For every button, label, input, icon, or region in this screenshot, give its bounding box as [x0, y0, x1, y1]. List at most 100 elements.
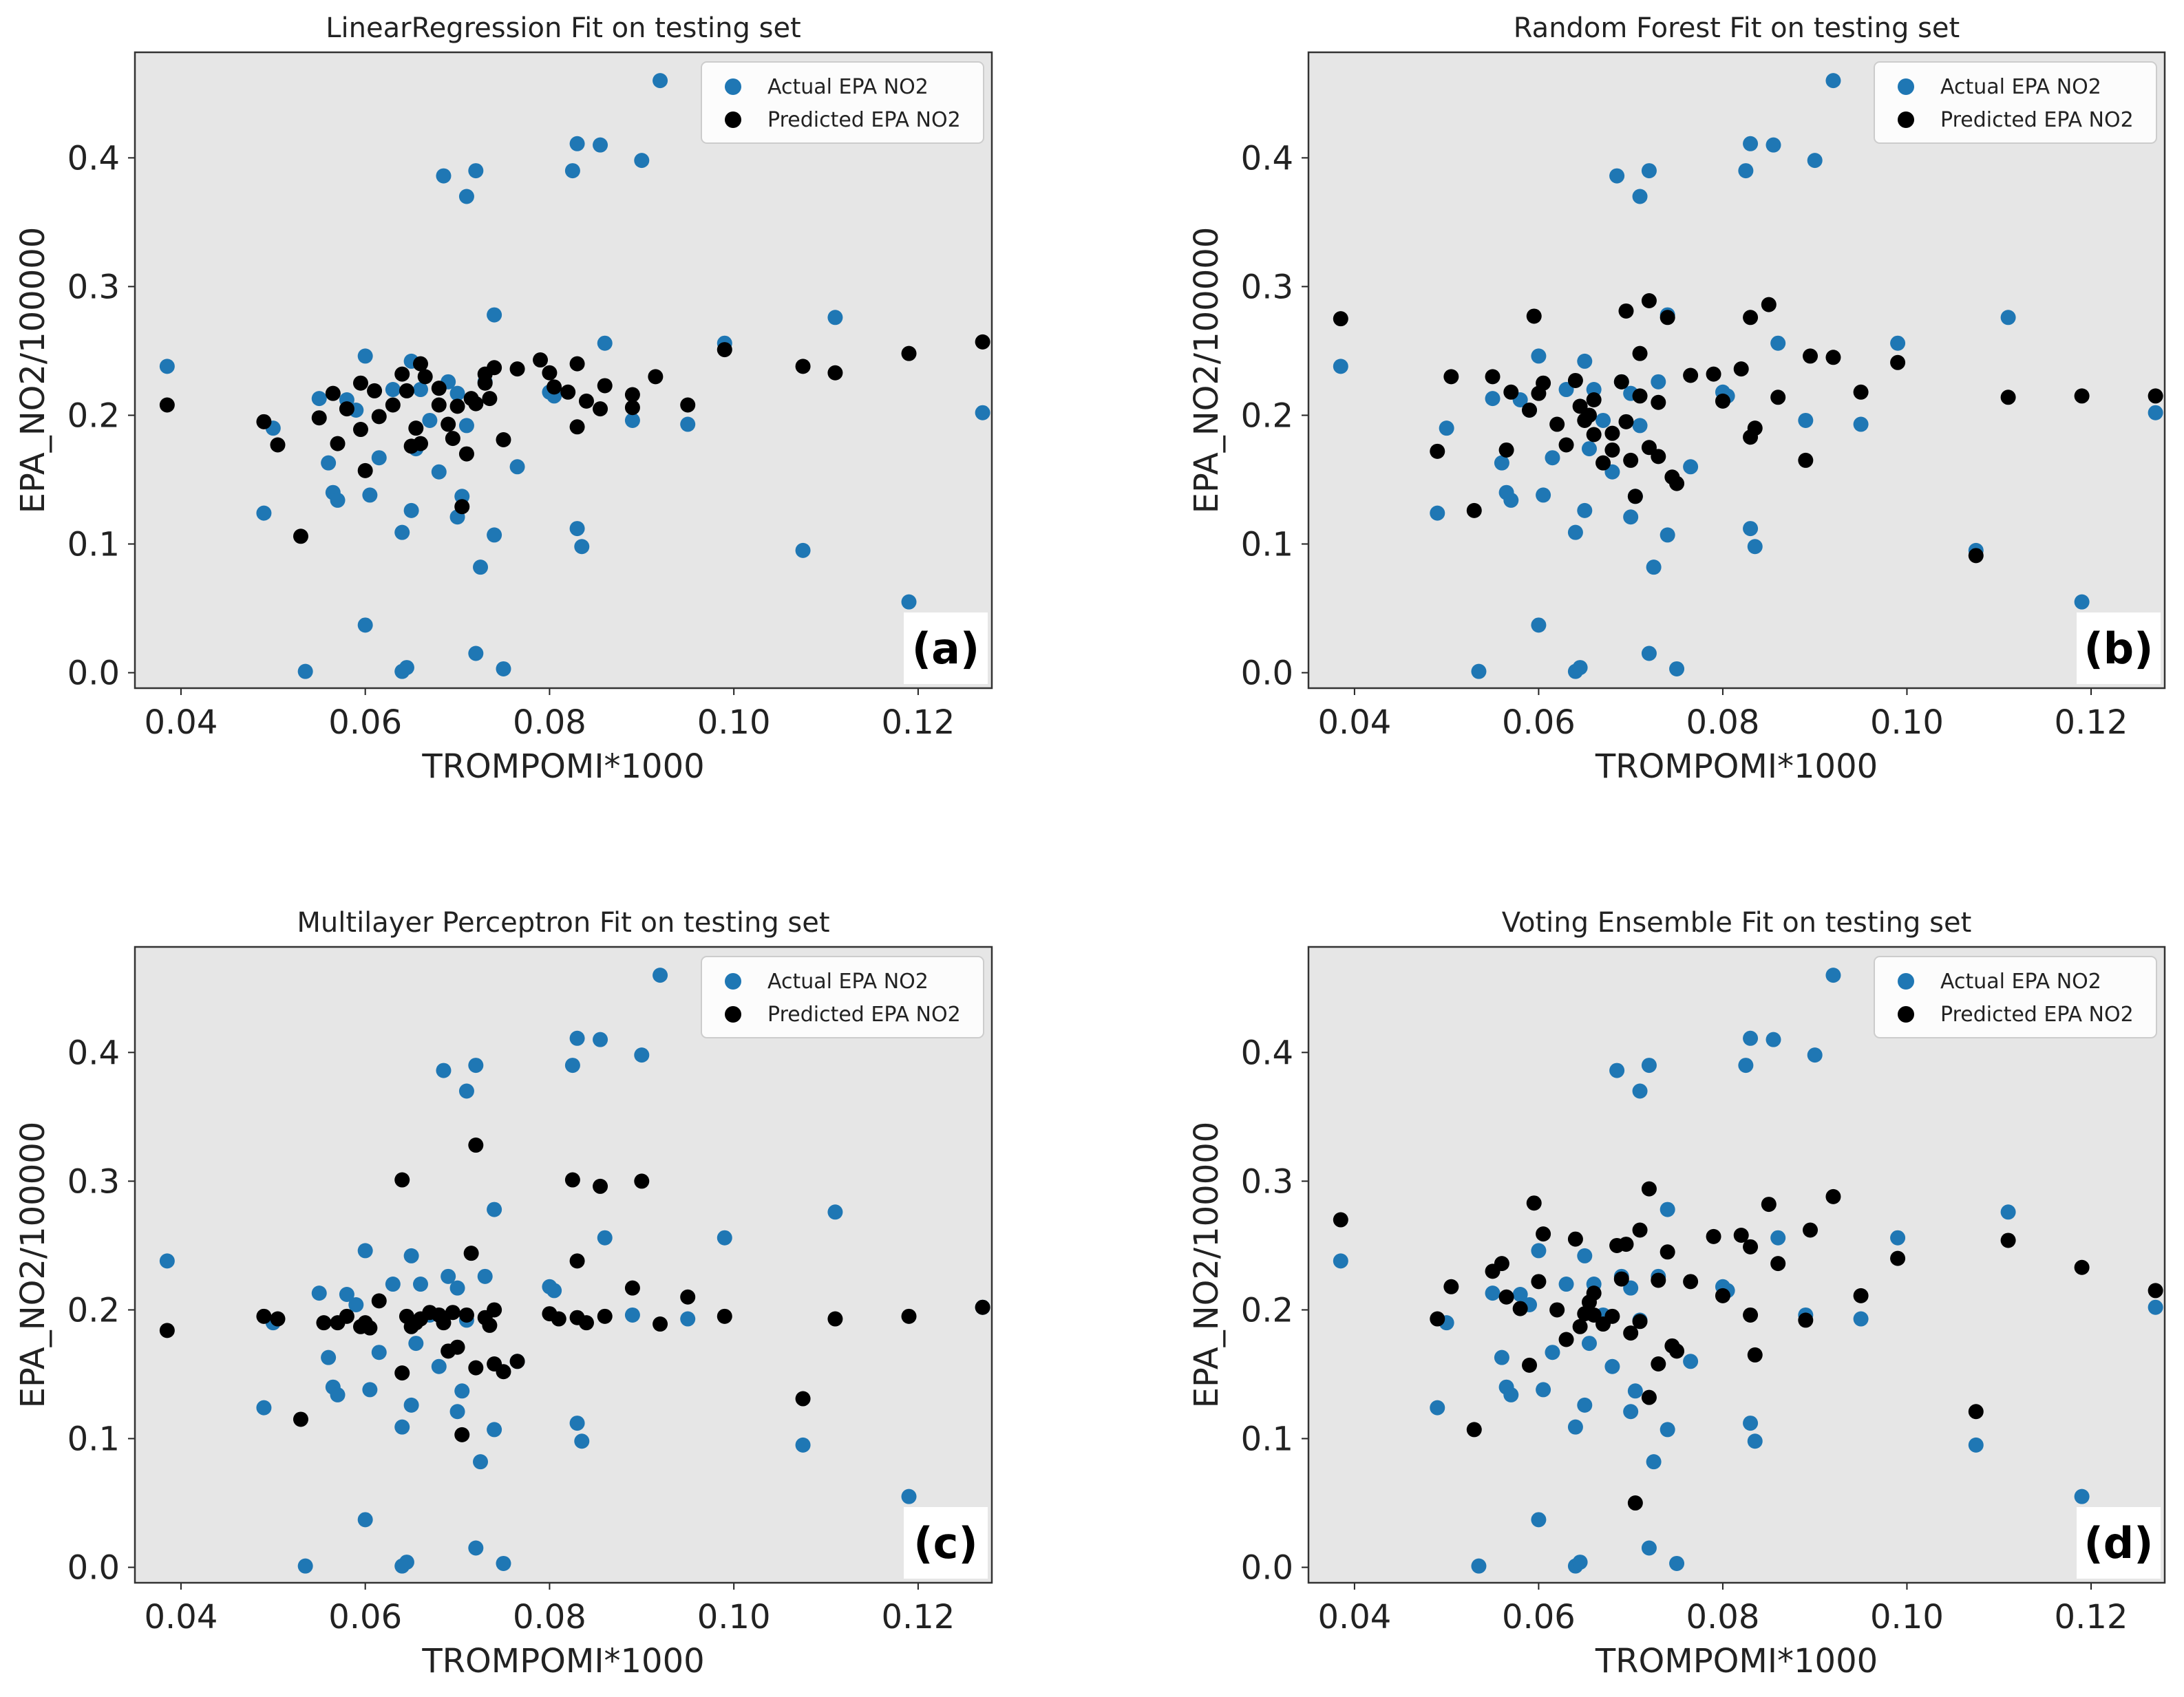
panel-tag: (b) [2084, 623, 2153, 674]
legend-label: Predicted EPA NO2 [767, 1003, 961, 1027]
actual-point [449, 1280, 465, 1296]
actual-point [496, 1555, 511, 1571]
predicted-point [367, 383, 383, 398]
actual-point [509, 459, 525, 475]
predicted-point [417, 369, 433, 385]
actual-point [1807, 1047, 1823, 1063]
actual-point [827, 1204, 843, 1220]
series-predicted [159, 334, 990, 544]
actual-point [473, 559, 489, 575]
predicted-point [445, 431, 460, 447]
actual-point [311, 1285, 327, 1301]
predicted-point [293, 529, 308, 544]
x-tick-label: 0.04 [144, 1598, 218, 1636]
actual-point [1503, 1387, 1519, 1402]
predicted-point [1430, 443, 1445, 459]
actual-point [1531, 1243, 1547, 1259]
predicted-point [1494, 1256, 1509, 1272]
chart-title: Voting Ensemble Fit on testing set [1502, 907, 1972, 939]
predicted-point [1853, 1288, 1869, 1303]
predicted-point [551, 1311, 566, 1327]
actual-point [2000, 310, 2016, 325]
predicted-point [901, 1308, 917, 1324]
predicted-point [1522, 402, 1538, 418]
predicted-point [399, 383, 414, 398]
predicted-point [1623, 452, 1639, 468]
predicted-point [624, 1280, 640, 1296]
predicted-point [1536, 375, 1551, 391]
predicted-point [270, 437, 286, 453]
panel-tag-box [2077, 1507, 2161, 1579]
actual-point [394, 1419, 410, 1435]
x-tick-label: 0.10 [697, 703, 771, 742]
actual-point [256, 1400, 272, 1416]
x-tick-label: 0.10 [697, 1598, 771, 1636]
x-tick-label: 0.08 [1686, 703, 1759, 742]
chart-title: Multilayer Perceptron Fit on testing set [297, 907, 829, 939]
predicted-point [717, 342, 732, 358]
y-tick-label: 0.4 [1241, 139, 1293, 178]
actual-point [1853, 1311, 1869, 1327]
predicted-point [1669, 476, 1685, 491]
actual-point [653, 73, 668, 89]
predicted-point [325, 385, 341, 401]
predicted-point [569, 1253, 585, 1269]
predicted-point [394, 1365, 410, 1381]
predicted-point [1498, 1289, 1514, 1305]
actual-point [1646, 1454, 1662, 1470]
predicted-point [1586, 427, 1602, 442]
predicted-point [509, 361, 525, 377]
actual-point [593, 1032, 608, 1047]
predicted-point [597, 1308, 613, 1324]
predicted-point [634, 1173, 650, 1189]
actual-point [795, 1437, 811, 1453]
actual-point [1512, 1287, 1528, 1303]
actual-point [975, 405, 990, 420]
predicted-point [1968, 1404, 1984, 1420]
actual-point [449, 385, 465, 401]
legend-marker-actual [1898, 78, 1914, 95]
predicted-point [827, 1311, 843, 1327]
actual-point [1558, 1277, 1574, 1292]
y-tick-label: 0.0 [67, 654, 120, 693]
actual-point [1531, 1512, 1547, 1528]
predicted-point [385, 397, 401, 413]
predicted-point [1641, 292, 1657, 308]
legend-label: Actual EPA NO2 [767, 75, 929, 99]
predicted-point [1613, 374, 1629, 389]
predicted-point [458, 1307, 474, 1323]
predicted-point [316, 1315, 332, 1331]
legend: Actual EPA NO2 Predicted EPA NO2 [701, 956, 984, 1038]
predicted-point [1567, 1231, 1583, 1247]
x-tick-label: 0.08 [1686, 1598, 1759, 1636]
actual-point [1531, 348, 1547, 364]
actual-point [1623, 509, 1639, 525]
legend: Actual EPA NO2 Predicted EPA NO2 [1874, 61, 2157, 144]
actual-point [1798, 412, 1814, 428]
x-tick-label: 0.12 [2055, 703, 2128, 742]
predicted-point [542, 365, 558, 381]
predicted-point [1512, 1301, 1528, 1316]
series-actual [159, 73, 990, 679]
y-tick-label: 0.2 [1241, 1291, 1293, 1330]
y-tick-label: 0.0 [1241, 654, 1293, 693]
predicted-point [458, 446, 474, 462]
actual-point [1660, 1202, 1675, 1217]
predicted-point [1660, 1244, 1675, 1260]
actual-point [403, 502, 419, 518]
actual-point [901, 594, 917, 610]
predicted-point [680, 397, 696, 413]
predicted-point [445, 1305, 460, 1321]
predicted-point [436, 1315, 452, 1331]
predicted-point [1567, 372, 1583, 388]
y-tick-label: 0.0 [1241, 1549, 1293, 1588]
predicted-point [1632, 388, 1648, 404]
legend-box [1874, 956, 2157, 1038]
predicted-point [413, 356, 428, 372]
actual-point [1651, 374, 1666, 389]
actual-point [357, 617, 373, 633]
series-predicted [159, 1138, 990, 1442]
actual-point [569, 136, 585, 151]
panel-c: Multilayer Perceptron Fit on testing set… [14, 907, 993, 1680]
